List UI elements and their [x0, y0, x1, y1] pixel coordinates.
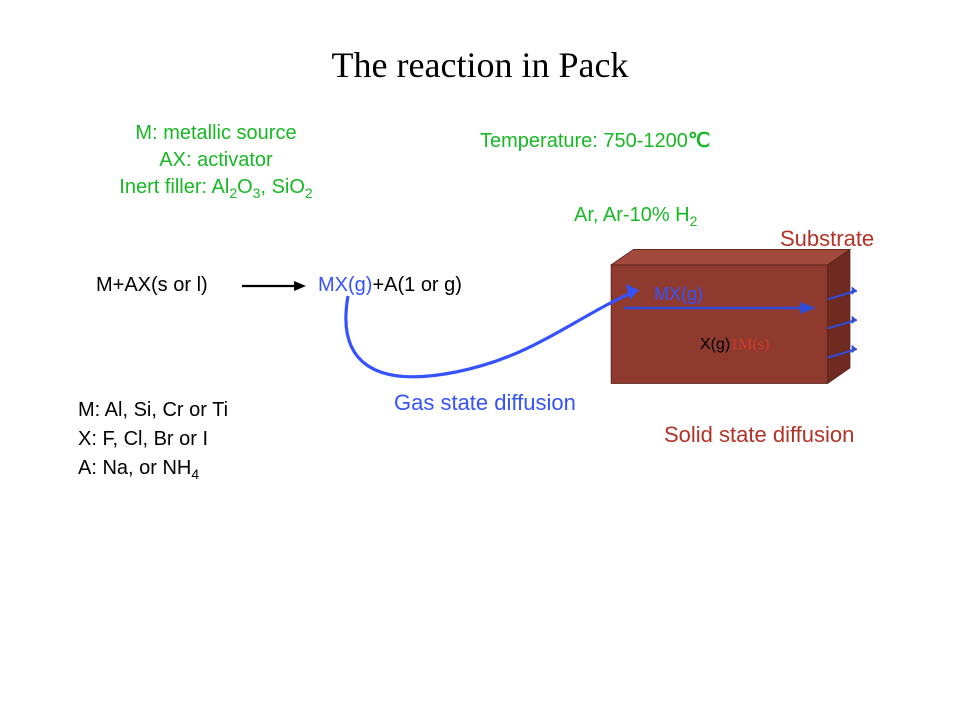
solid-diffusion-label: Solid state diffusion — [664, 420, 854, 450]
elem-x: X: F, Cl, Br or I — [78, 425, 228, 454]
elem-m: M: Al, Si, Cr or Ti — [78, 396, 228, 425]
inside-xg-ms: X(g)1M(s) — [700, 334, 769, 356]
reaction-lhs: M+AX(s or l) — [96, 274, 208, 296]
substrate-label: Substrate — [780, 224, 874, 254]
elements-block: M: Al, Si, Cr or Ti X: F, Cl, Br or I A:… — [78, 396, 228, 484]
atmosphere-label: Ar, Ar-10% H2 — [574, 202, 697, 231]
gas-diffusion-arrow-icon — [336, 276, 676, 436]
def-ax: AX: activator — [86, 147, 346, 174]
def-filler: Inert filler: Al2O3, SiO2 — [86, 174, 346, 203]
page-title: The reaction in Pack — [0, 44, 960, 86]
elem-a: A: Na, or NH4 — [78, 454, 228, 484]
reaction-arrow-icon — [238, 276, 308, 296]
def-m: M: metallic source — [86, 120, 346, 147]
definitions-block: M: metallic source AX: activator Inert f… — [86, 120, 346, 203]
reaction-equation: M+AX(s or l) — [96, 272, 208, 299]
diagram-stage: The reaction in Pack M: metallic source … — [0, 0, 960, 720]
temperature-label: Temperature: 750-1200℃ — [480, 128, 710, 155]
